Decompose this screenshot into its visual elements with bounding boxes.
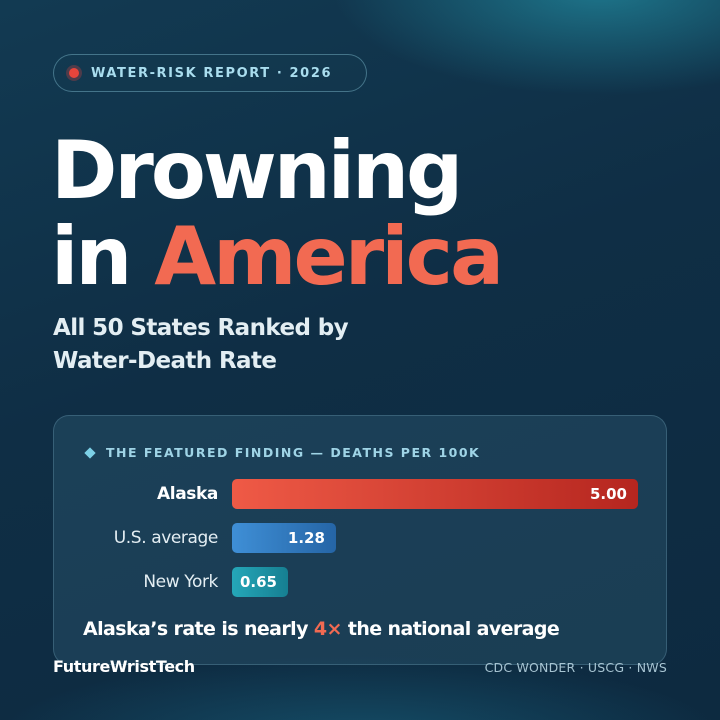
bar: 5.00 — [232, 479, 638, 509]
title-line1: Drowning — [51, 124, 463, 217]
footnote-accent: 4× — [313, 618, 343, 640]
subtitle-line1: All 50 States Ranked by — [53, 315, 349, 341]
footnote-post: the national average — [341, 618, 560, 640]
bar-category-label: Alaska — [157, 484, 218, 504]
title-in: in — [51, 210, 132, 303]
bar-value-label: 1.28 — [287, 529, 325, 547]
live-dot-icon — [69, 68, 79, 78]
brand-name: FutureWristTech — [53, 657, 195, 676]
card-label: THE FEATURED FINDING — DEATHS PER 100K — [84, 445, 480, 460]
bar-category-label: U.S. average — [113, 528, 219, 548]
page-title: Drowning in America — [51, 128, 504, 303]
data-sources: CDC WONDER · USCG · NWS — [484, 660, 667, 675]
page-subtitle: All 50 States Ranked by Water-Death Rate — [53, 312, 349, 378]
bar: 0.65 — [232, 567, 288, 597]
badge-label: WATER-RISK REPORT · 2026 — [91, 65, 333, 81]
card-footnote: Alaska’s rate is nearly 4× the national … — [83, 618, 560, 640]
bar-row: New York 0.65 — [54, 567, 668, 597]
bar-row: U.S. average 1.28 — [54, 523, 668, 553]
title-accent: America — [154, 210, 504, 303]
bar-row: Alaska 5.00 — [54, 479, 668, 509]
featured-finding-card: THE FEATURED FINDING — DEATHS PER 100K A… — [53, 415, 667, 665]
footnote-pre: Alaska’s rate is nearly — [83, 618, 314, 640]
bar-category-label: New York — [143, 572, 218, 592]
bar-value-label: 0.65 — [239, 573, 277, 591]
bar-value-label: 5.00 — [589, 485, 627, 503]
bar: 1.28 — [232, 523, 336, 553]
card-label-text: THE FEATURED FINDING — DEATHS PER 100K — [106, 445, 481, 460]
subtitle-line2: Water-Death Rate — [53, 348, 277, 374]
report-badge: WATER-RISK REPORT · 2026 — [53, 54, 367, 92]
diamond-icon — [84, 446, 96, 459]
